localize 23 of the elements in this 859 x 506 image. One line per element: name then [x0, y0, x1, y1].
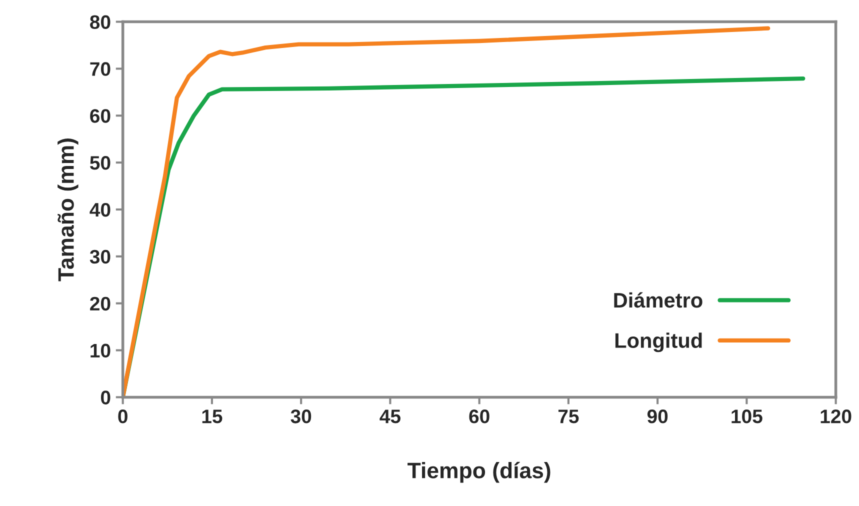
x-tick-label: 60: [469, 410, 490, 424]
y-axis-title: Tamaño (mm): [58, 138, 78, 282]
x-tick-label: 75: [558, 410, 579, 424]
y-tick-label: 80: [90, 15, 110, 29]
y-tick-label: 20: [90, 296, 110, 311]
x-tick-label: 15: [202, 410, 222, 424]
y-tick-label: 30: [90, 250, 110, 264]
y-tick-label: 0: [100, 390, 110, 404]
y-tick-label: 70: [90, 62, 110, 76]
x-tick-label: 30: [290, 410, 312, 424]
x-tick-label: 120: [820, 410, 852, 424]
x-tick-label: 0: [118, 410, 128, 424]
legend-label: Diámetro: [614, 292, 702, 308]
legend-label: Longitud: [615, 332, 702, 352]
y-tick-label: 50: [90, 156, 110, 170]
y-tick-label: 10: [90, 344, 110, 358]
x-tick-label: 90: [647, 410, 668, 424]
line-series: [122, 26, 770, 398]
y-tick-label: 40: [90, 202, 110, 217]
x-tick-label: 105: [732, 410, 762, 424]
x-tick-label: 45: [380, 410, 400, 424]
x-axis-title: Tiempo (días): [408, 462, 550, 483]
y-tick-label: 60: [90, 109, 110, 123]
